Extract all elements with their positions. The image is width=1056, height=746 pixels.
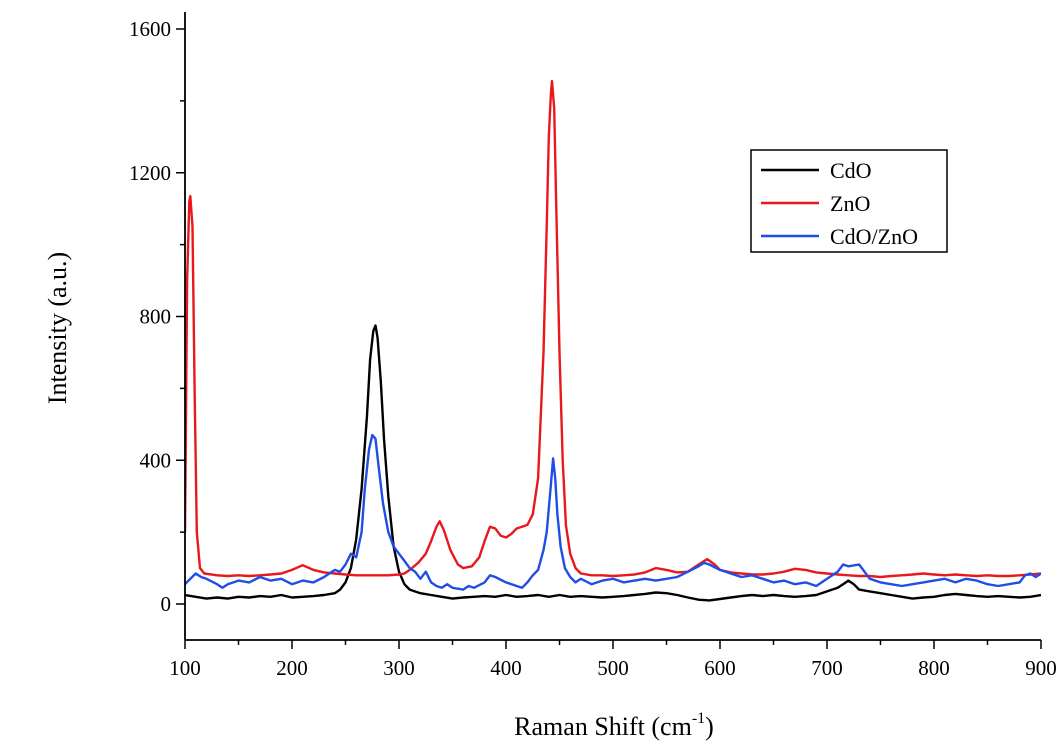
x-tick-label: 600 bbox=[704, 656, 736, 680]
x-tick-label: 800 bbox=[918, 656, 950, 680]
x-tick-label: 500 bbox=[597, 656, 629, 680]
legend-label: CdO/ZnO bbox=[830, 224, 918, 249]
x-axis-title: Raman Shift (cm-1) bbox=[514, 710, 714, 741]
series-line-cdo-zno bbox=[185, 433, 1041, 591]
legend-label: CdO bbox=[830, 158, 872, 183]
y-axis-title: Intensity (a.u.) bbox=[43, 252, 72, 404]
series-line-zno bbox=[185, 79, 1041, 579]
legend: CdO ZnO CdO/ZnO bbox=[750, 149, 948, 253]
series-line-cdo bbox=[185, 324, 1041, 602]
x-tick-label: 100 bbox=[169, 656, 201, 680]
y-tick-label: 1200 bbox=[129, 161, 171, 185]
legend-label: ZnO bbox=[830, 191, 870, 216]
x-tick-label: 700 bbox=[811, 656, 843, 680]
x-tick-label: 900 bbox=[1025, 656, 1056, 680]
x-axis-title-superscript: -1 bbox=[692, 710, 705, 727]
y-tick-label: 400 bbox=[140, 448, 172, 472]
axes-layer: 0 400 800 1200 1600 100 200 300 400 500 600 700 800 9… bbox=[129, 12, 1056, 680]
x-axis-title-main: Raman Shift (cm bbox=[514, 712, 692, 741]
series-layer bbox=[185, 79, 1041, 602]
y-tick-label: 1600 bbox=[129, 17, 171, 41]
x-axis-title-suffix: ) bbox=[705, 712, 714, 741]
x-tick-label: 200 bbox=[276, 656, 308, 680]
x-tick-label: 400 bbox=[490, 656, 522, 680]
y-tick-label: 800 bbox=[140, 305, 172, 329]
y-tick-label: 0 bbox=[161, 592, 172, 616]
x-tick-label: 300 bbox=[383, 656, 415, 680]
